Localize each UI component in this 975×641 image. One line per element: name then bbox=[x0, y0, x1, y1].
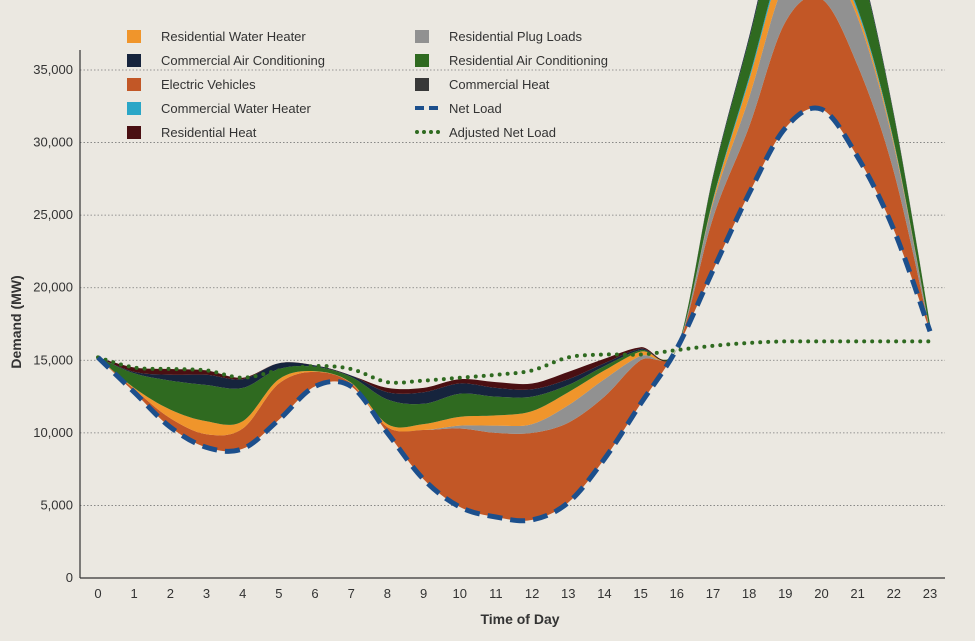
y-tick-label: 15,000 bbox=[33, 352, 73, 367]
x-tick-label: 6 bbox=[311, 586, 318, 601]
legend-label-adjusted-net-load: Adjusted Net Load bbox=[449, 125, 556, 140]
area-residential-air-conditioning bbox=[98, 0, 930, 428]
x-tick-label: 13 bbox=[561, 586, 575, 601]
x-tick-label: 15 bbox=[633, 586, 647, 601]
x-tick-label: 12 bbox=[525, 586, 539, 601]
x-tick-label: 17 bbox=[706, 586, 720, 601]
y-axis-title: Demand (MW) bbox=[8, 275, 24, 368]
load-lines bbox=[96, 105, 933, 524]
x-tick-label: 14 bbox=[597, 586, 611, 601]
legend: Residential Water Heater Commercial Air C… bbox=[127, 29, 608, 140]
legend-label-commercial-water-heater: Commercial Water Heater bbox=[161, 101, 311, 116]
x-tick-label: 21 bbox=[850, 586, 864, 601]
x-tick-label: 5 bbox=[275, 586, 282, 601]
x-axis-title: Time of Day bbox=[480, 611, 559, 627]
x-tick-label: 19 bbox=[778, 586, 792, 601]
x-tick-label: 20 bbox=[814, 586, 828, 601]
legend-swatch-commercial-air-conditioning bbox=[127, 54, 141, 67]
x-tick-label: 2 bbox=[167, 586, 174, 601]
legend-swatch-electric-vehicles bbox=[127, 78, 141, 91]
x-tick-label: 11 bbox=[489, 586, 503, 601]
legend-label-residential-heat: Residential Heat bbox=[161, 125, 257, 140]
legend-swatch-residential-plug-loads bbox=[415, 30, 429, 43]
y-tick-label: 0 bbox=[66, 570, 73, 585]
legend-swatch-commercial-heat bbox=[415, 78, 429, 91]
legend-label-commercial-air-conditioning: Commercial Air Conditioning bbox=[161, 53, 325, 68]
legend-label-residential-air-conditioning: Residential Air Conditioning bbox=[449, 53, 608, 68]
x-tick-label: 0 bbox=[94, 586, 101, 601]
y-tick-label: 25,000 bbox=[33, 207, 73, 222]
y-tick-label: 30,000 bbox=[33, 135, 73, 150]
x-tick-labels: 0 1 2 3 4 5 6 7 8 9 10 11 12 13 14 15 16 17 18 19 20 21 22 23 bbox=[94, 586, 937, 601]
x-tick-label: 7 bbox=[348, 586, 355, 601]
legend-swatch-residential-heat bbox=[127, 126, 141, 139]
legend-label-electric-vehicles: Electric Vehicles bbox=[161, 77, 256, 92]
legend-label-residential-water-heater: Residential Water Heater bbox=[161, 29, 306, 44]
x-tick-label: 23 bbox=[923, 586, 937, 601]
x-tick-label: 18 bbox=[742, 586, 756, 601]
legend-swatch-residential-air-conditioning bbox=[415, 54, 429, 67]
x-tick-label: 1 bbox=[131, 586, 138, 601]
legend-label-net-load: Net Load bbox=[449, 101, 502, 116]
adjusted-net-load-line bbox=[96, 339, 932, 385]
x-tick-label: 4 bbox=[239, 586, 246, 601]
legend-label-commercial-heat: Commercial Heat bbox=[449, 77, 550, 92]
x-tick-label: 3 bbox=[203, 586, 210, 601]
legend-swatch-residential-water-heater bbox=[127, 30, 141, 43]
legend-swatch-commercial-water-heater bbox=[127, 102, 141, 115]
net-load-line bbox=[96, 105, 933, 524]
x-tick-label: 16 bbox=[670, 586, 684, 601]
y-tick-label: 10,000 bbox=[33, 425, 73, 440]
y-tick-label: 35,000 bbox=[33, 62, 73, 77]
legend-label-residential-plug-loads: Residential Plug Loads bbox=[449, 29, 582, 44]
x-tick-label: 22 bbox=[887, 586, 901, 601]
axes bbox=[79, 50, 945, 579]
x-tick-label: 8 bbox=[384, 586, 391, 601]
y-tick-label: 20,000 bbox=[33, 280, 73, 295]
y-tick-label: 5,000 bbox=[40, 497, 73, 512]
x-tick-label: 9 bbox=[420, 586, 427, 601]
y-tick-labels: 0 5,000 10,000 15,000 20,000 25,000 30,000 35,0… bbox=[33, 62, 73, 585]
x-tick-label: 10 bbox=[453, 586, 467, 601]
